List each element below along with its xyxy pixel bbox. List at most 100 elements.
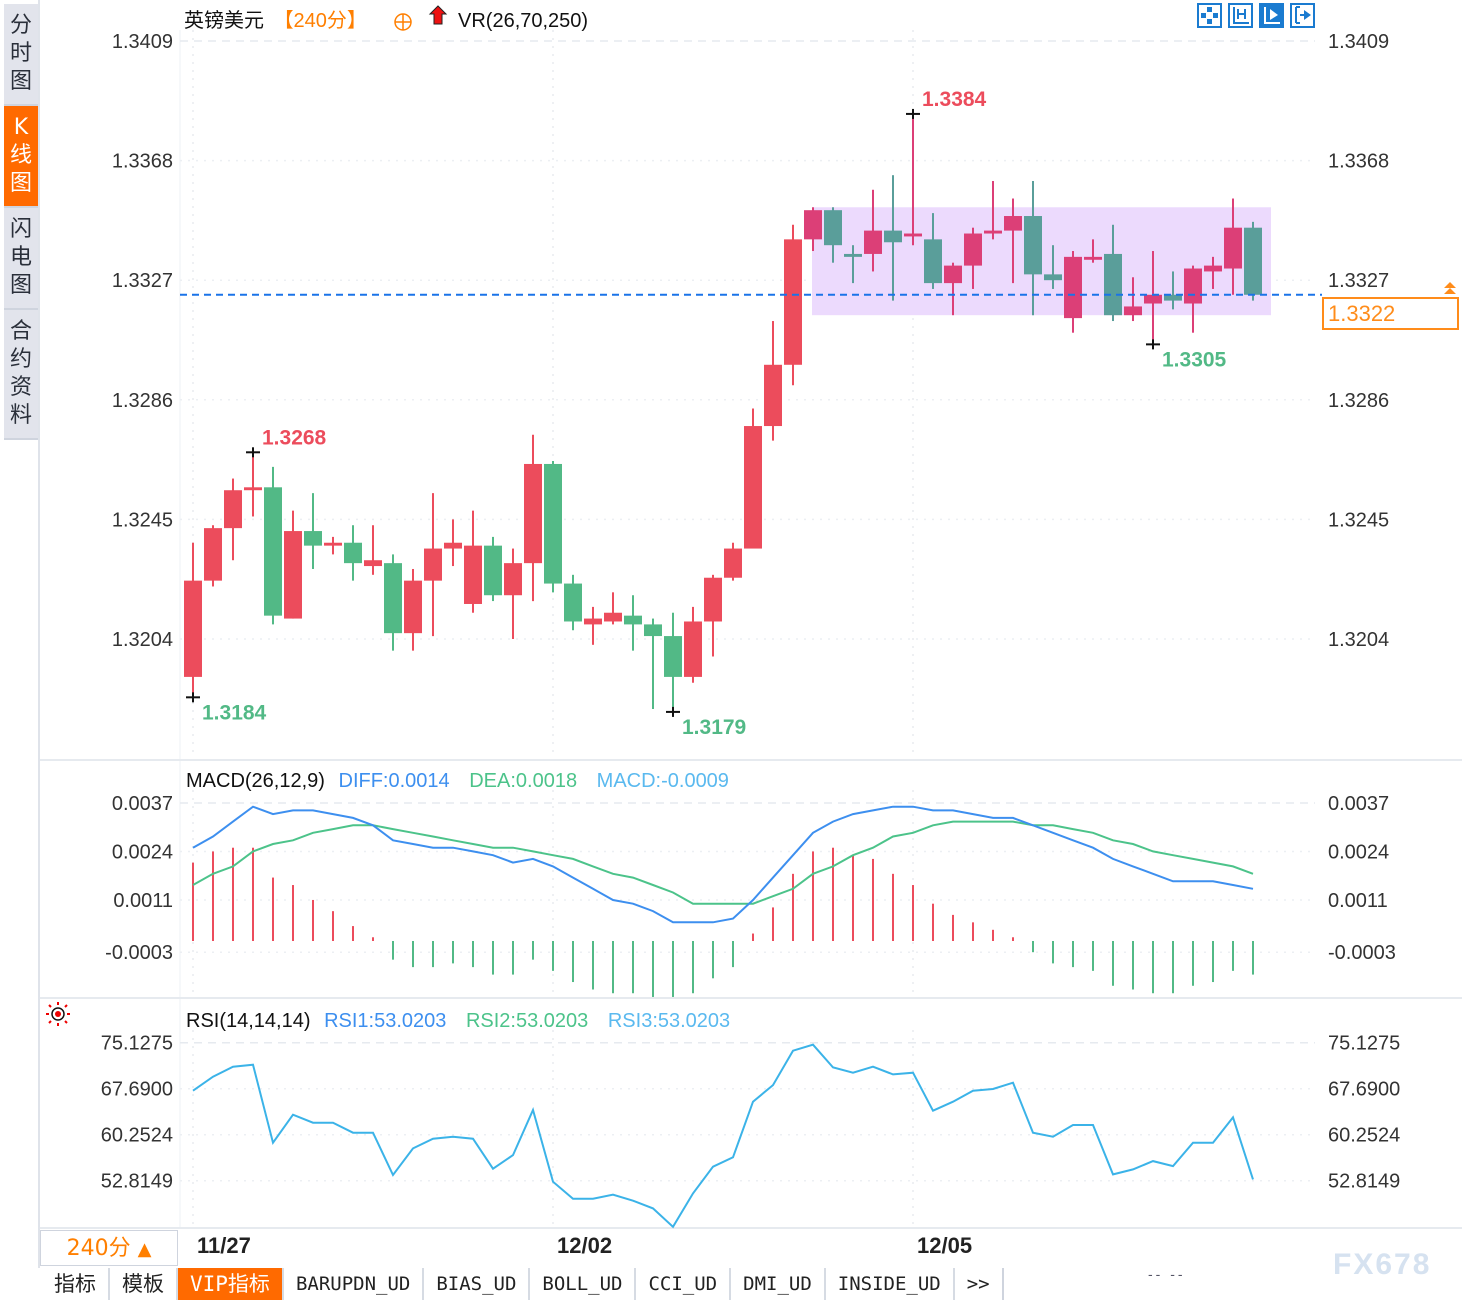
- y-axis-tick-left: 1.3409: [112, 31, 173, 53]
- zoom-range-icon[interactable]: [1228, 3, 1253, 28]
- candle: [964, 227, 982, 289]
- candle: [324, 536, 342, 555]
- candle-body: [244, 487, 262, 491]
- candle: [364, 525, 382, 575]
- current-price-label: 1.3322: [1322, 297, 1459, 330]
- candle: [564, 574, 582, 631]
- tab-boll-ud[interactable]: BOLL_UD: [530, 1268, 637, 1300]
- period-label: 【240分】: [274, 9, 367, 32]
- period-selector-button[interactable]: 240分 ▲: [40, 1230, 178, 1266]
- tab-inside-ud[interactable]: INSIDE_UD: [826, 1268, 955, 1300]
- candle: [1104, 224, 1122, 322]
- candle: [504, 548, 522, 639]
- candle-body: [744, 426, 762, 549]
- candle-body: [584, 618, 602, 625]
- candle: [784, 224, 802, 386]
- candle: [1044, 245, 1062, 289]
- tab-bias-ud[interactable]: BIAS_UD: [424, 1268, 531, 1300]
- jump-latest-icon[interactable]: [1290, 3, 1315, 28]
- axes: 1.3409 1.3409 1.3368 1.3368 1.3327 1.3327 1.32…: [101, 31, 1401, 1193]
- candle-body: [524, 463, 542, 564]
- candle: [684, 606, 702, 683]
- tab-dmi-ud[interactable]: DMI_UD: [731, 1268, 826, 1300]
- candle-body: [844, 253, 862, 257]
- candle-body: [1164, 294, 1182, 301]
- symbol-name: 英镑美元: [184, 9, 264, 32]
- rsi-pane: [192, 1043, 1254, 1229]
- y-axis-tick-left: 0.0011: [113, 890, 173, 912]
- period-selector-label: 240分: [66, 1236, 131, 1261]
- rsi-line: [192, 1043, 1254, 1229]
- candle-body: [184, 580, 202, 677]
- candle: [1204, 256, 1222, 289]
- y-axis-tick-left: 0.0037: [112, 793, 173, 815]
- candle-body: [1044, 274, 1062, 281]
- sidebar-tab-flash[interactable]: 闪电图: [4, 208, 38, 310]
- low-price-label: 1.3184: [202, 701, 267, 724]
- dea-line: [192, 820, 1254, 905]
- y-axis-tick-right: 1.3409: [1328, 31, 1389, 53]
- candle: [604, 592, 622, 625]
- y-axis-tick-right: 1.3286: [1328, 390, 1389, 412]
- tab-more-button[interactable]: >>: [955, 1268, 1004, 1300]
- crosshair-icon[interactable]: [1197, 3, 1222, 28]
- y-axis-tick-right: 0.0024: [1328, 841, 1389, 863]
- tab-templates[interactable]: 模板: [110, 1268, 178, 1300]
- candle: [484, 536, 502, 602]
- candle: [1124, 277, 1142, 322]
- candle-body: [704, 577, 722, 622]
- candle: [884, 175, 902, 301]
- triangle-up-icon: ▲: [137, 1239, 152, 1260]
- candle: [304, 493, 322, 569]
- candle: [724, 542, 742, 581]
- play-forward-icon[interactable]: [1259, 3, 1284, 28]
- y-axis-tick-right: 1.3327: [1328, 270, 1389, 292]
- candlestick-pane: 1.3268 1.3184 1.3179 1.3384 1.3305: [180, 88, 1322, 739]
- x-axis-label-date: 12/05: [917, 1233, 973, 1258]
- diff-value: DIFF:0.0014: [339, 770, 450, 792]
- low-price-label: 1.3179: [682, 716, 746, 739]
- candle: [764, 321, 782, 441]
- candle: [904, 113, 922, 246]
- candle: [1064, 251, 1082, 333]
- sidebar-tab-timeshare[interactable]: 分时图: [4, 4, 38, 106]
- candle-body: [424, 548, 442, 581]
- candle-body: [464, 545, 482, 604]
- candle: [544, 461, 562, 593]
- candle-body: [1124, 306, 1142, 316]
- y-axis-tick-right: 0.0037: [1328, 793, 1389, 815]
- y-axis-tick-left: 60.2524: [101, 1125, 173, 1147]
- candle: [284, 510, 302, 619]
- candle: [444, 519, 462, 567]
- y-axis-tick-right: 67.6900: [1328, 1079, 1400, 1101]
- tab-vip-indicators[interactable]: VIP指标: [178, 1268, 284, 1300]
- candle-body: [764, 364, 782, 427]
- x-axis-label-date: 11/27: [197, 1233, 251, 1258]
- candle-body: [1024, 216, 1042, 275]
- y-axis-tick-left: 1.3327: [112, 270, 173, 292]
- candle-body: [1184, 268, 1202, 304]
- candle-body: [364, 560, 382, 567]
- y-axis-tick-left: 67.6900: [101, 1079, 173, 1101]
- candle-body: [264, 487, 282, 616]
- candle-body: [724, 548, 742, 578]
- candle-body: [1244, 227, 1262, 295]
- add-circle-icon[interactable]: [394, 13, 412, 31]
- candle-body: [824, 210, 842, 246]
- low-price-label: 1.3305: [1162, 348, 1227, 371]
- candle: [264, 466, 282, 625]
- candle-body: [544, 463, 562, 584]
- sidebar-tab-contract-info[interactable]: 合约资料: [4, 310, 38, 440]
- candle: [744, 408, 762, 549]
- tab-cci-ud[interactable]: CCI_UD: [636, 1268, 732, 1300]
- candle-body: [964, 233, 982, 266]
- tab-indicators[interactable]: 指标: [42, 1268, 110, 1300]
- indicator-settings-sun-icon[interactable]: [46, 1002, 70, 1026]
- macd-legend: MACD(26,12,9) DIFF:0.0014 DEA:0.0018 MAC…: [186, 770, 729, 792]
- candle: [344, 525, 362, 581]
- tab-barupdn-ud[interactable]: BARUPDN_UD: [284, 1268, 425, 1300]
- rsi1-value: RSI1:53.0203: [324, 1010, 446, 1032]
- candle-body: [344, 542, 362, 564]
